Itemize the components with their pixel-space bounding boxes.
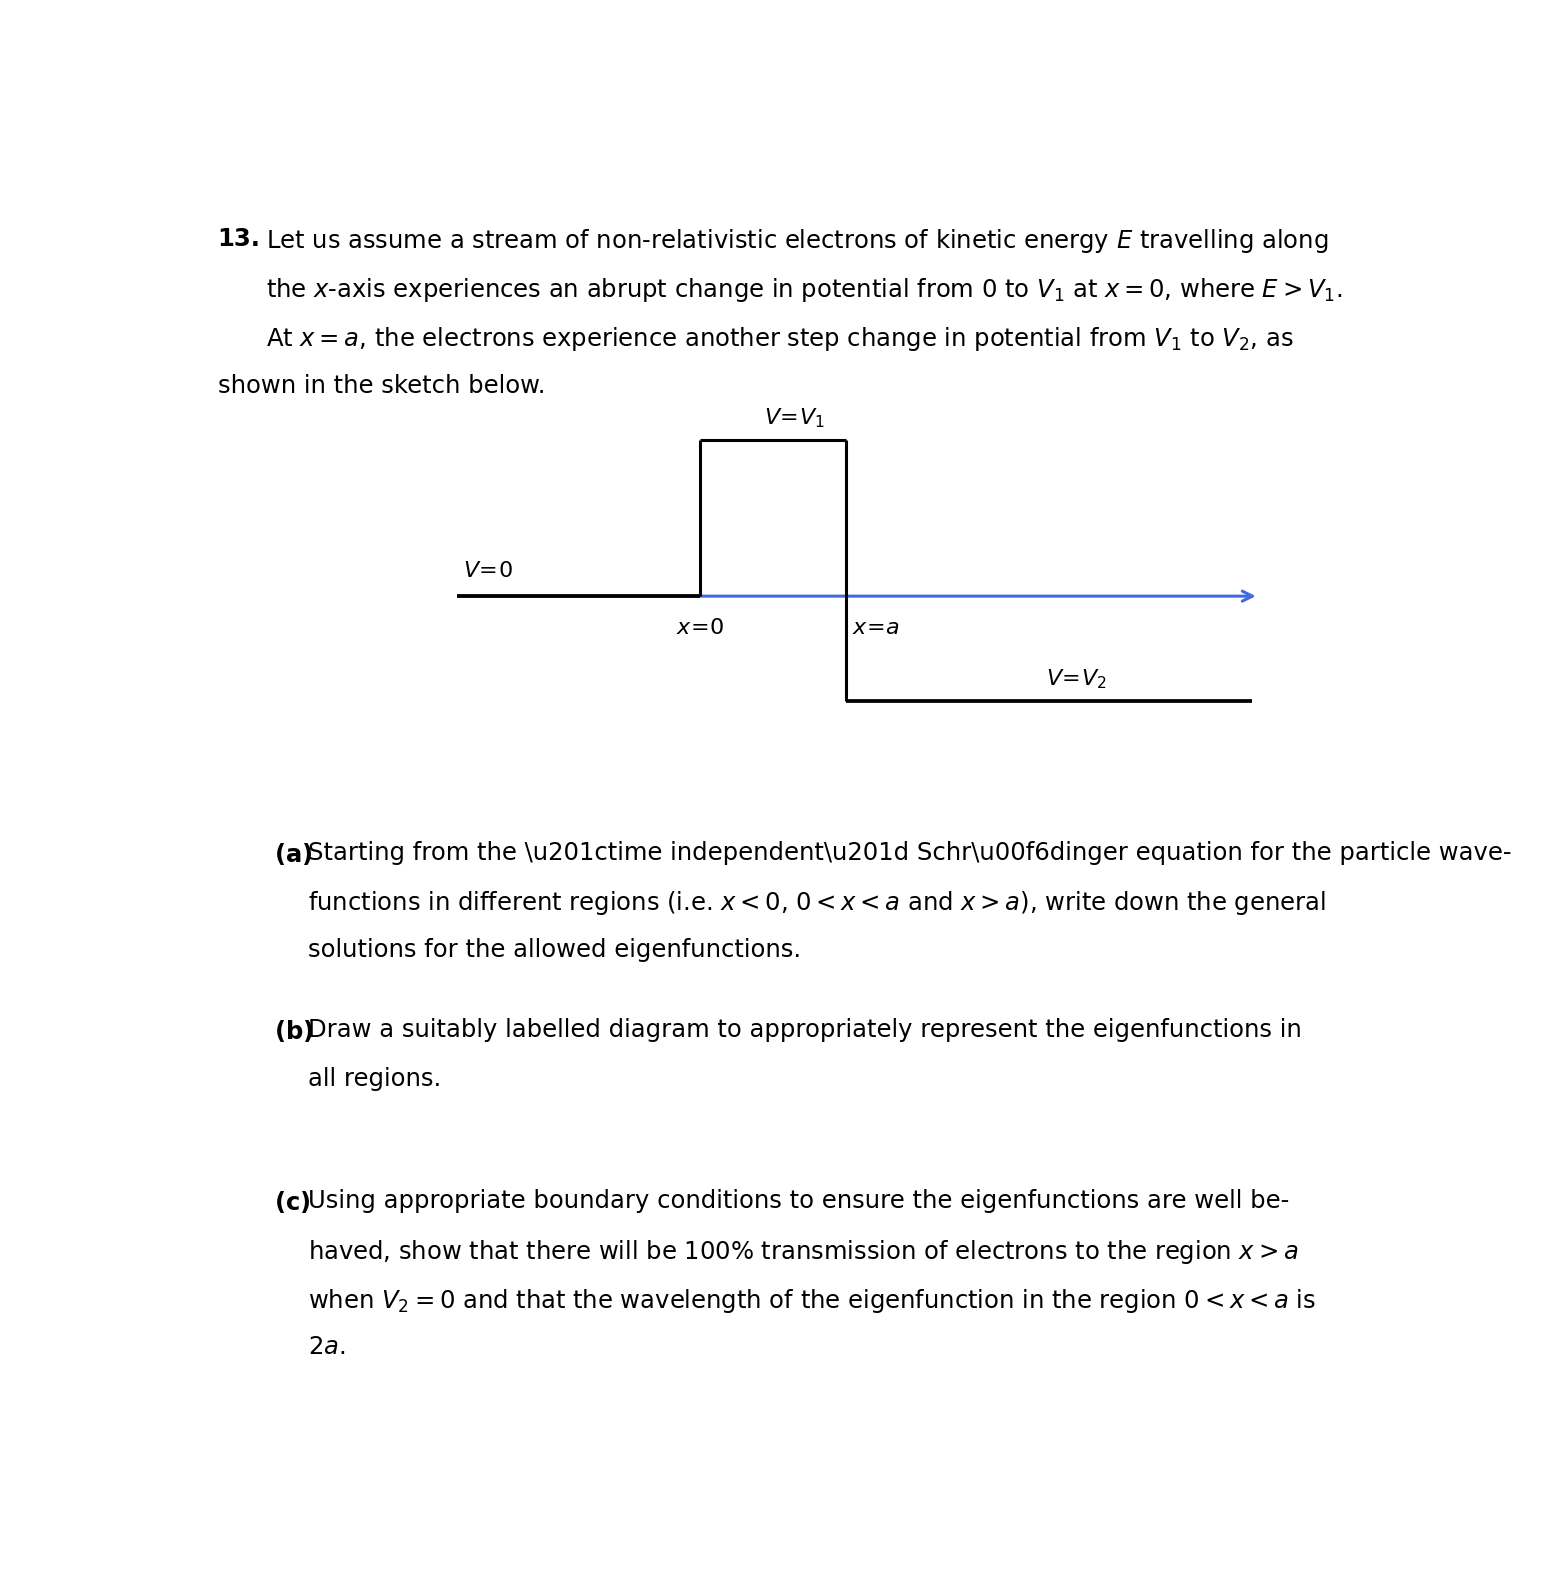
Text: $\mathbf{(c)}$: $\mathbf{(c)}$ bbox=[274, 1189, 310, 1214]
Text: $V\!=\!V_1$: $V\!=\!V_1$ bbox=[765, 406, 826, 430]
Text: haved, show that there will be 100% transmission of electrons to the region $x>a: haved, show that there will be 100% tran… bbox=[307, 1238, 1297, 1266]
Text: functions in different regions (i.e. $x<0$, $0<x<a$ and $x>a$), write down the g: functions in different regions (i.e. $x<… bbox=[307, 889, 1326, 917]
Text: $2a$.: $2a$. bbox=[307, 1335, 345, 1360]
Text: 13.: 13. bbox=[218, 227, 260, 251]
Text: Starting from the \u201ctime independent\u201d Schr\u00f6dinger equation for the: Starting from the \u201ctime independent… bbox=[307, 841, 1511, 865]
Text: Draw a suitably labelled diagram to appropriately represent the eigenfunctions i: Draw a suitably labelled diagram to appr… bbox=[307, 1017, 1301, 1041]
Text: $\mathbf{(a)}$: $\mathbf{(a)}$ bbox=[274, 841, 312, 867]
Text: $V\!=\!V_2$: $V\!=\!V_2$ bbox=[1045, 668, 1106, 692]
Text: Let us assume a stream of non-relativistic electrons of kinetic energy $E$ trave: Let us assume a stream of non-relativist… bbox=[266, 227, 1329, 256]
Text: At $x=a$, the electrons experience another step change in potential from $V_1$ t: At $x=a$, the electrons experience anoth… bbox=[266, 325, 1294, 352]
Text: all regions.: all regions. bbox=[307, 1066, 440, 1090]
Text: the $x$-axis experiences an abrupt change in potential from 0 to $V_1$ at $x=0$,: the $x$-axis experiences an abrupt chang… bbox=[266, 276, 1343, 305]
Text: shown in the sketch below.: shown in the sketch below. bbox=[218, 375, 545, 398]
Text: $\mathbf{(b)}$: $\mathbf{(b)}$ bbox=[274, 1017, 313, 1044]
Text: $x\!=\!0$: $x\!=\!0$ bbox=[675, 619, 724, 638]
Text: $x\!=\!a$: $x\!=\!a$ bbox=[852, 619, 899, 638]
Text: when $V_2=0$ and that the wavelength of the eigenfunction in the region $0<x<a$ : when $V_2=0$ and that the wavelength of … bbox=[307, 1287, 1316, 1314]
Text: $V\!=\!0$: $V\!=\!0$ bbox=[464, 562, 512, 581]
Text: Using appropriate boundary conditions to ensure the eigenfunctions are well be-: Using appropriate boundary conditions to… bbox=[307, 1189, 1288, 1212]
Text: solutions for the allowed eigenfunctions.: solutions for the allowed eigenfunctions… bbox=[307, 938, 801, 962]
